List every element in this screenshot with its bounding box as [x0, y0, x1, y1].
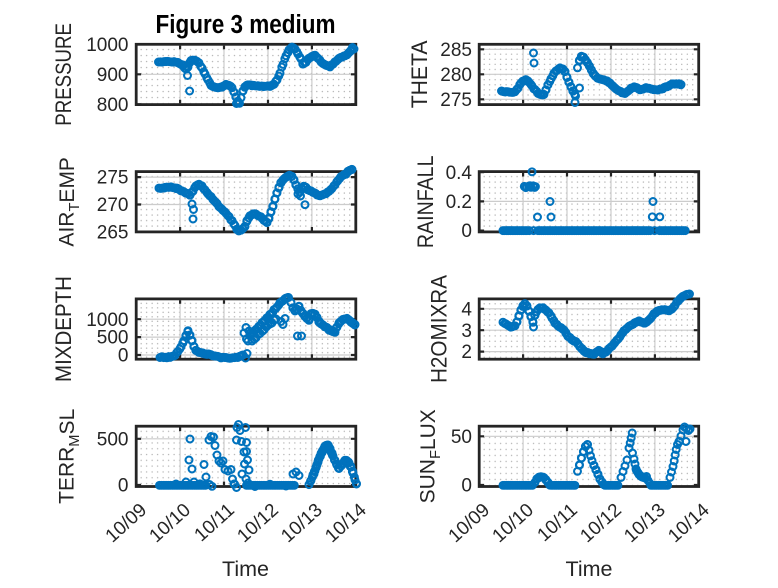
svg-text:500: 500	[97, 328, 129, 349]
svg-text:AIRTEMP: AIRTEMP	[56, 157, 84, 247]
svg-text:0: 0	[461, 476, 472, 497]
svg-text:2: 2	[461, 342, 472, 363]
svg-text:THETA: THETA	[407, 40, 432, 108]
svg-text:1000: 1000	[86, 35, 128, 56]
svg-text:280: 280	[440, 65, 472, 86]
svg-text:0.4: 0.4	[446, 163, 473, 184]
svg-text:0: 0	[118, 346, 129, 367]
svg-text:Time: Time	[566, 557, 613, 581]
svg-text:1000: 1000	[86, 310, 128, 331]
svg-text:270: 270	[97, 195, 129, 216]
svg-text:Time: Time	[222, 557, 269, 581]
svg-text:50: 50	[451, 427, 472, 448]
svg-text:285: 285	[440, 40, 472, 61]
svg-text:0.2: 0.2	[446, 192, 472, 213]
svg-text:900: 900	[97, 65, 129, 86]
svg-text:4: 4	[461, 299, 472, 320]
svg-text:PRESSURE: PRESSURE	[51, 23, 76, 126]
svg-text:0: 0	[118, 476, 129, 497]
svg-text:H2OMIXRA: H2OMIXRA	[426, 275, 451, 383]
svg-text:0: 0	[461, 221, 472, 242]
svg-text:TERRMSL: TERRMSL	[56, 409, 84, 504]
svg-text:800: 800	[97, 95, 129, 116]
svg-text:RAINFALL: RAINFALL	[413, 155, 438, 248]
svg-text:275: 275	[97, 168, 129, 189]
svg-text:265: 265	[97, 223, 129, 244]
svg-text:500: 500	[97, 429, 129, 450]
svg-text:MIXDEPTH: MIXDEPTH	[51, 276, 76, 382]
svg-text:3: 3	[461, 321, 472, 342]
svg-text:275: 275	[440, 90, 472, 111]
svg-text:Figure 3 medium: Figure 3 medium	[156, 11, 336, 39]
